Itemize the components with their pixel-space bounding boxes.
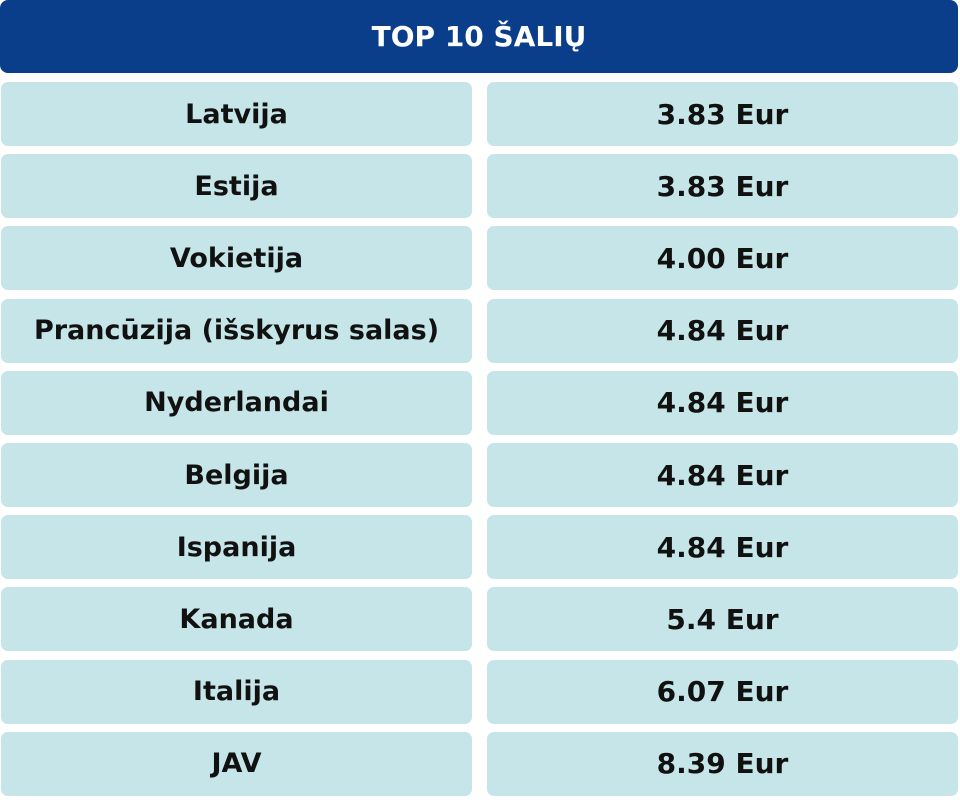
country-name: Italija <box>192 676 281 708</box>
price: 8.39 Eur <box>656 747 789 781</box>
country-cell: Prancūzija (išskyrus salas) <box>1 298 472 363</box>
price-cell: 4.84 Eur <box>487 370 958 435</box>
country-cell: Vokietija <box>1 226 472 291</box>
price-cell: 4.84 Eur <box>487 515 958 580</box>
price: 6.07 Eur <box>656 675 789 709</box>
price-cell: 3.83 Eur <box>487 82 958 146</box>
country-cell: Estija <box>1 154 472 219</box>
price: 4.84 Eur <box>656 314 789 348</box>
country-name: Estija <box>194 170 279 202</box>
country-name: Prancūzija (išskyrus salas) <box>33 315 440 347</box>
price: 4.84 Eur <box>656 458 789 492</box>
country-cell: Latvija <box>1 82 472 146</box>
country-name: Nyderlandai <box>144 387 329 419</box>
country-name: JAV <box>211 748 262 780</box>
country-cell: Italija <box>1 659 472 724</box>
country-name: Latvija <box>185 98 288 130</box>
price-cell: 8.39 Eur <box>487 731 958 796</box>
price-cell: 5.4 Eur <box>487 587 958 652</box>
price: 4.84 Eur <box>656 530 789 564</box>
price: 4.00 Eur <box>656 241 789 275</box>
country-name: Vokietija <box>169 242 304 274</box>
header-bar: TOP 10 ŠALIŲ <box>0 0 958 73</box>
country-name: Belgija <box>184 459 289 491</box>
price: 4.84 Eur <box>656 386 789 420</box>
country-cell: Ispanija <box>1 515 472 580</box>
price: 3.83 Eur <box>656 97 789 131</box>
price: 3.83 Eur <box>656 169 789 203</box>
country-name: Kanada <box>179 603 294 635</box>
price: 5.4 Eur <box>666 602 779 636</box>
country-cell: Nyderlandai <box>1 370 472 435</box>
price-cell: 6.07 Eur <box>487 659 958 724</box>
country-cell: JAV <box>1 731 472 796</box>
price-cell: 4.00 Eur <box>487 226 958 291</box>
country-cell: Kanada <box>1 587 472 652</box>
country-name: Ispanija <box>176 531 297 563</box>
price-cell: 4.84 Eur <box>487 298 958 363</box>
price-cell: 3.83 Eur <box>487 154 958 219</box>
country-cell: Belgija <box>1 443 472 507</box>
price-cell: 4.84 Eur <box>487 443 958 507</box>
header-title: TOP 10 ŠALIŲ <box>371 20 587 53</box>
